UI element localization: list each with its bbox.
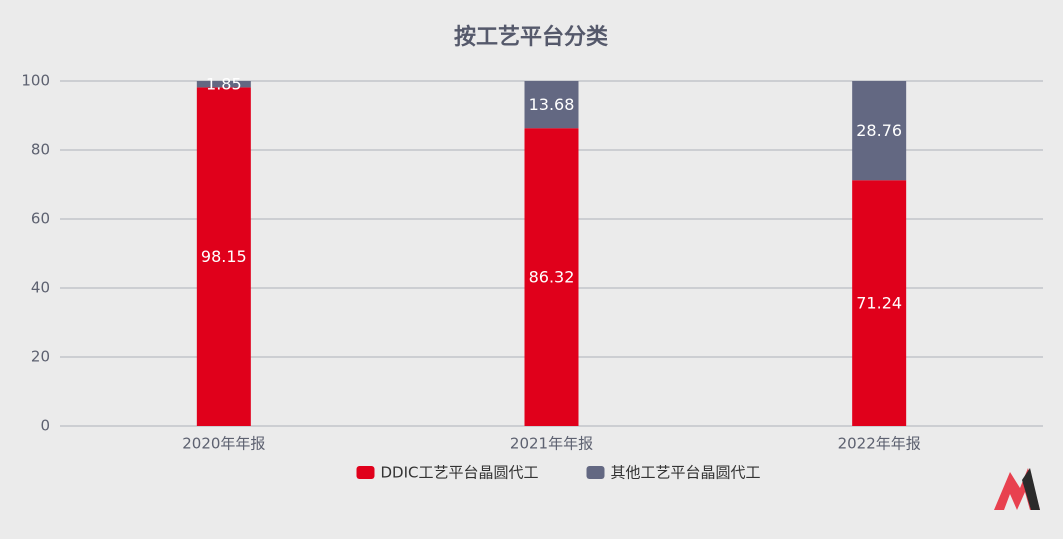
x-tick-label: 2020年年报 <box>182 435 265 453</box>
legend-swatch <box>356 466 375 479</box>
y-tick-label: 40 <box>31 279 50 297</box>
bar-segment <box>852 180 907 426</box>
bar-segment <box>524 81 579 129</box>
x-tick-label: 2022年年报 <box>838 435 921 453</box>
data-label: 1.85 <box>206 75 242 94</box>
data-label: 28.76 <box>856 121 902 140</box>
y-tick-label: 80 <box>31 141 50 159</box>
bar-segment <box>196 81 251 88</box>
chart-title: 按工艺平台分类 <box>454 24 609 50</box>
y-tick-label: 0 <box>40 417 50 435</box>
x-tick-label: 2021年年报 <box>510 435 593 453</box>
logo <box>994 468 1040 510</box>
data-label: 86.32 <box>529 268 575 287</box>
y-tick-label: 20 <box>31 348 50 366</box>
y-tick-label: 100 <box>21 72 50 90</box>
legend-label: 其他工艺平台晶圆代工 <box>611 464 761 482</box>
legend-label: DDIC工艺平台晶圆代工 <box>381 464 539 482</box>
data-label: 71.24 <box>856 294 902 313</box>
y-tick-label: 60 <box>31 210 50 228</box>
bar-segment <box>196 87 251 426</box>
data-label: 98.15 <box>201 247 247 266</box>
logo-mark-dark <box>1022 468 1040 510</box>
legend-swatch <box>586 466 605 479</box>
data-label: 13.68 <box>529 95 575 114</box>
bar-segment <box>852 81 907 181</box>
bar-segment <box>524 128 579 427</box>
